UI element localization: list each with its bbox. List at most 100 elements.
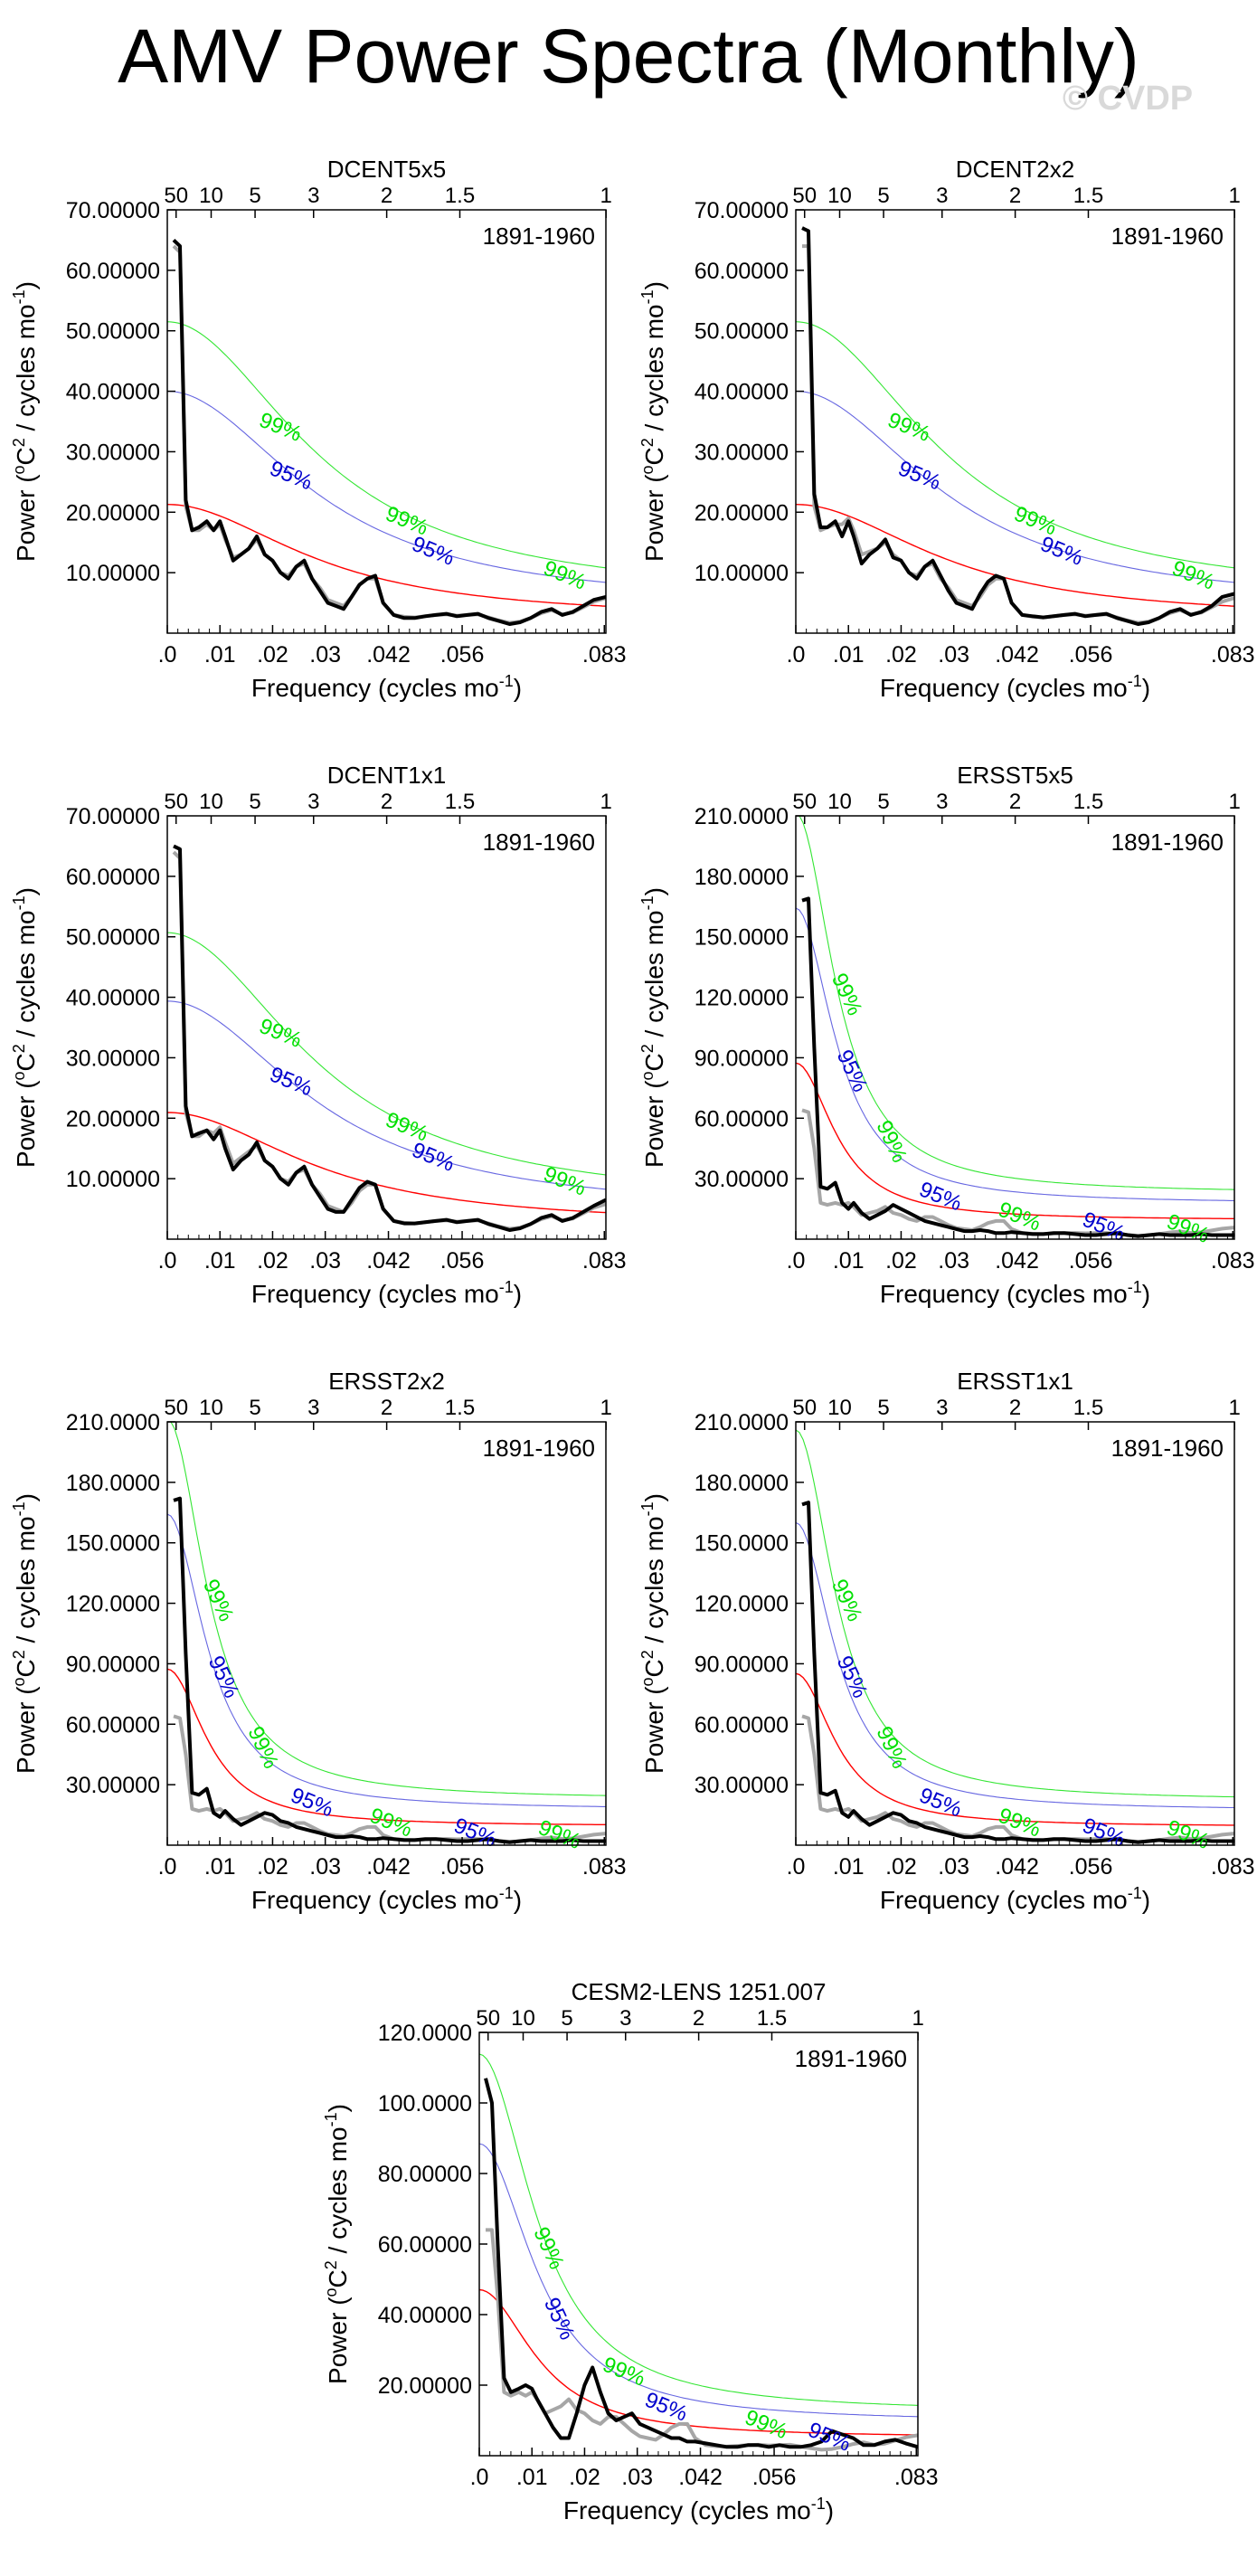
x-tick-label: .042 [366, 1854, 411, 1880]
x-tick-label: .02 [257, 1248, 288, 1274]
top-tick-label: 10 [827, 790, 852, 814]
top-tick-label: 5 [877, 1396, 889, 1420]
x-tick-label: .0 [158, 1248, 177, 1274]
spectrum-line [172, 238, 606, 626]
y-tick-label: 40.00000 [695, 380, 789, 405]
comparison-line [172, 850, 606, 1231]
x-tick-label: .01 [516, 2465, 548, 2490]
spectrum-line [801, 1501, 1234, 1844]
ci-label: 95% [1079, 1208, 1129, 1246]
period-label: 1891-1960 [1111, 1435, 1224, 1462]
x-tick-label: .083 [894, 2465, 939, 2490]
y-axis-label: Power (oC2 / cycles mo-1) [10, 1493, 40, 1774]
y-axis-label: Power (oC2 / cycles mo-1) [10, 887, 40, 1168]
chart-dcent5x5: 99%95%99%95%99%.0.01.02.03.042.056.08350… [10, 156, 627, 702]
ci99-line [167, 321, 606, 569]
plot-area [796, 226, 1234, 626]
spectrum-line [801, 226, 1234, 626]
comparison-line [172, 244, 606, 625]
spectrum-line [801, 896, 1234, 1238]
x-axis-label: Frequency (cycles mo-1) [251, 1278, 522, 1308]
ci95-line [167, 1513, 606, 1807]
x-tick-label: .0 [470, 2465, 489, 2490]
ci99-line [796, 816, 1234, 1190]
y-tick-label: 20.00000 [378, 2373, 472, 2399]
plot-area [167, 1422, 606, 1844]
ci-label: 95% [1079, 1814, 1129, 1852]
x-tick-label: .02 [885, 1854, 917, 1880]
y-tick-label: 50.00000 [66, 925, 160, 951]
ci-label: 95% [450, 1814, 500, 1852]
y-tick-label: 40.00000 [66, 986, 160, 1011]
y-tick-label: 120.0000 [695, 1592, 789, 1617]
x-tick-label: .056 [752, 2465, 797, 2490]
y-tick-label: 50.00000 [66, 319, 160, 345]
x-tick-label: .0 [158, 642, 177, 668]
top-tick-label: 1.5 [1073, 1396, 1103, 1420]
x-tick-label: .01 [204, 1248, 236, 1274]
ci-label: 99% [871, 1723, 912, 1773]
y-tick-label: 150.0000 [695, 1531, 789, 1557]
top-tick-label: 1.5 [445, 184, 475, 208]
x-tick-label: .056 [440, 1854, 485, 1880]
y-tick-label: 210.0000 [695, 1410, 789, 1435]
ci-label: 99% [256, 1014, 306, 1053]
chart-ersst5x5: 99%95%99%95%99% 95% 99%.0.01.02.03.042.056… [638, 762, 1255, 1308]
ci-label: 99% [600, 2353, 649, 2391]
y-tick-label: 120.0000 [378, 2021, 472, 2046]
top-tick-label: 1 [600, 790, 611, 814]
ci99-line [796, 1429, 1234, 1798]
period-label: 1891-1960 [1111, 223, 1224, 250]
x-tick-label: .03 [309, 642, 341, 668]
x-tick-label: .01 [204, 642, 236, 668]
top-tick-label: 5 [249, 184, 260, 208]
x-tick-label: .056 [1069, 642, 1113, 668]
y-tick-label: 30.00000 [695, 1773, 789, 1798]
ci-label: 95% [832, 1046, 873, 1096]
ci99-line [167, 932, 606, 1176]
ci99-line [167, 1422, 606, 1796]
x-tick-label: .02 [257, 1854, 288, 1880]
y-tick-label: 60.00000 [66, 259, 160, 284]
top-tick-label: 5 [877, 184, 889, 208]
y-tick-label: 180.0000 [695, 1471, 789, 1496]
x-tick-label: .03 [938, 1854, 969, 1880]
y-tick-label: 70.00000 [66, 804, 160, 829]
x-tick-label: .01 [833, 1248, 865, 1274]
plot-area [796, 816, 1234, 1238]
ci-label: 99% [528, 2223, 569, 2273]
x-tick-label: .02 [257, 642, 288, 668]
top-tick-label: 1.5 [757, 2006, 787, 2031]
top-tick-label: 50 [164, 1396, 188, 1420]
ci-label: 99% [198, 1576, 239, 1625]
period-label: 1891-1960 [1111, 829, 1224, 856]
top-tick-label: 1 [1228, 184, 1240, 208]
y-tick-label: 60.00000 [66, 865, 160, 890]
ci95-line [167, 1000, 606, 1190]
x-axis-label: Frequency (cycles mo-1) [251, 672, 522, 702]
watermark: © CVDP [1063, 80, 1194, 118]
ci-label: 99% [827, 970, 867, 1019]
y-axis-label: Power (oC2 / cycles mo-1) [322, 2104, 352, 2384]
x-tick-label: .01 [833, 1854, 865, 1880]
top-tick-label: 3 [936, 790, 948, 814]
y-tick-label: 10.00000 [695, 561, 789, 586]
ci-label: 99% [884, 408, 934, 447]
top-tick-label: 5 [249, 1396, 260, 1420]
top-tick-label: 3 [307, 790, 319, 814]
top-tick-label: 1.5 [1073, 790, 1103, 814]
y-tick-label: 10.00000 [66, 1167, 160, 1192]
x-axis-label: Frequency (cycles mo-1) [251, 1884, 522, 1914]
ci-label: 95% [1037, 532, 1087, 571]
chart-title: DCENT1x1 [327, 762, 446, 789]
ci99-line [479, 2053, 918, 2406]
y-tick-label: 60.00000 [695, 1106, 789, 1132]
y-tick-label: 30.00000 [695, 440, 789, 465]
x-tick-label: .083 [1211, 1854, 1255, 1880]
ci-label: 99% [1163, 1209, 1213, 1248]
y-tick-label: 90.00000 [66, 1652, 160, 1677]
x-tick-label: .083 [1211, 642, 1255, 668]
chart-ersst1x1: 99%95%99%95%99% 95% 99%.0.01.02.03.042.056… [638, 1368, 1255, 1914]
red-noise-line [796, 504, 1234, 607]
ci-label: 95% [203, 1653, 244, 1702]
